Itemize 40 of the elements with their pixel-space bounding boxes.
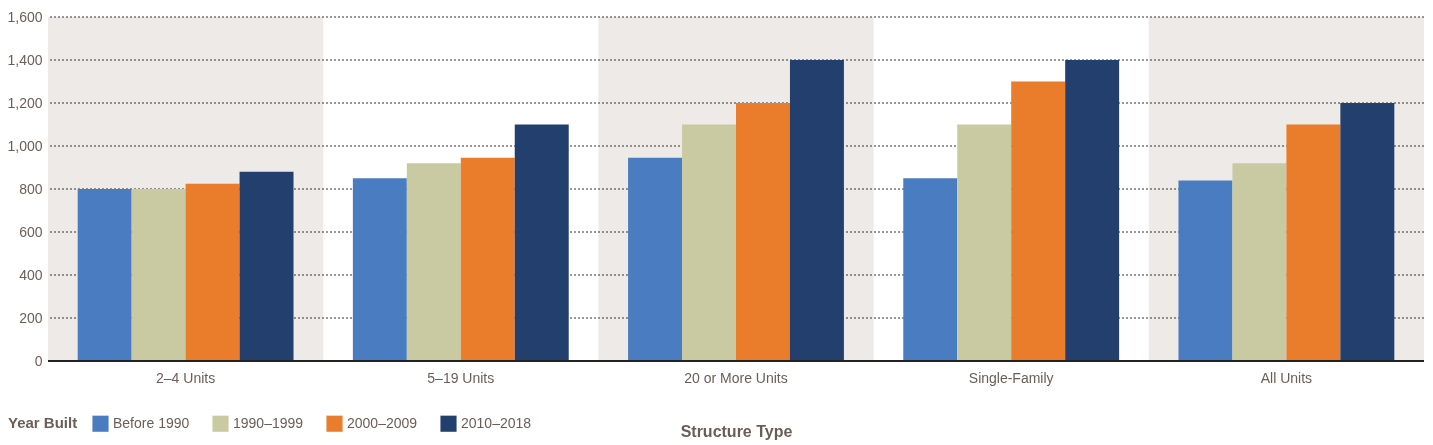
y-tick-label: 1,200 bbox=[7, 94, 43, 111]
bar bbox=[131, 189, 186, 361]
bar bbox=[957, 124, 1012, 361]
bar bbox=[903, 178, 958, 361]
bar bbox=[406, 163, 461, 361]
legend-label: Before 1990 bbox=[113, 414, 190, 431]
y-tick-label: 200 bbox=[19, 309, 43, 326]
legend-title: Year Built bbox=[8, 414, 78, 431]
x-tick-label: 2–4 Units bbox=[156, 369, 216, 386]
bar bbox=[789, 60, 844, 361]
y-tick-label: 0 bbox=[34, 352, 43, 369]
bar bbox=[460, 157, 515, 361]
bar bbox=[1232, 163, 1287, 361]
legend-label: 2010–2018 bbox=[461, 414, 532, 431]
y-tick-label: 400 bbox=[19, 266, 43, 283]
x-tick-label: Single-Family bbox=[968, 369, 1054, 386]
x-tick-label: All Units bbox=[1260, 369, 1313, 386]
legend-label: 1990–1999 bbox=[233, 414, 304, 431]
x-tick-label: 5–19 Units bbox=[427, 369, 495, 386]
bar bbox=[185, 183, 240, 361]
bar bbox=[1178, 180, 1233, 361]
legend-label: 2000–2009 bbox=[347, 414, 418, 431]
y-tick-label: 800 bbox=[19, 180, 43, 197]
bar bbox=[682, 124, 736, 361]
bar bbox=[628, 157, 683, 361]
y-tick-label: 1,600 bbox=[7, 8, 43, 25]
bar bbox=[514, 124, 569, 361]
y-tick-label: 1,000 bbox=[7, 137, 43, 154]
bar bbox=[1286, 124, 1341, 361]
bar bbox=[77, 189, 132, 361]
x-tick-label: 20 or More Units bbox=[684, 369, 788, 386]
bar bbox=[736, 103, 790, 361]
y-tick-label: 600 bbox=[19, 223, 43, 240]
bar bbox=[1011, 81, 1066, 361]
bar bbox=[1340, 103, 1395, 361]
x-axis-title: Structure Type bbox=[680, 422, 793, 440]
y-tick-label: 1,400 bbox=[7, 51, 43, 68]
bar bbox=[239, 171, 294, 361]
bar bbox=[1065, 60, 1120, 361]
bar bbox=[352, 178, 407, 361]
